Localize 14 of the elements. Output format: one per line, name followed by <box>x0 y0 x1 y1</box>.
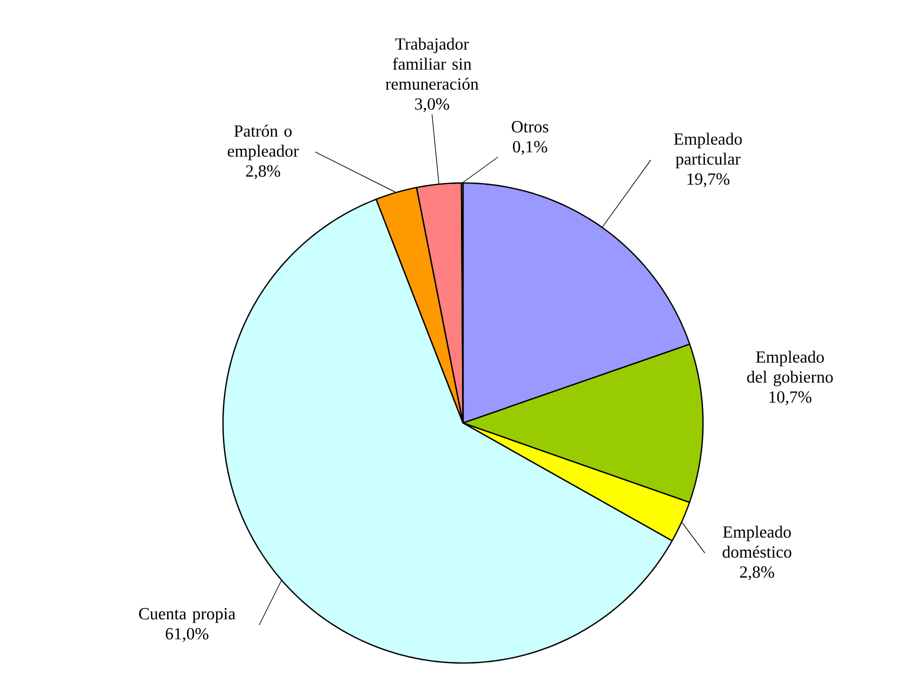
slice-label: Patrón o empleador <box>228 124 299 160</box>
data-label: 0,1% <box>512 141 548 155</box>
data-label: 10,7% <box>770 391 812 406</box>
data-label: 61,0% <box>166 628 208 642</box>
slice-label: Otros <box>512 121 548 132</box>
slice-label: Empleado doméstico <box>722 526 792 558</box>
slice-label: Empleado del gobierno <box>747 350 833 386</box>
slice-label: Empleado particular <box>674 132 742 168</box>
data-label: 3,0% <box>415 98 450 112</box>
data-label: 2,8% <box>246 165 280 180</box>
data-label: 2,8% <box>740 566 774 580</box>
data-label: 19,7% <box>688 173 730 188</box>
slice-label: Cuenta propia <box>139 608 236 623</box>
slice-label: Trabajador familiar sin remuneración <box>386 38 478 90</box>
